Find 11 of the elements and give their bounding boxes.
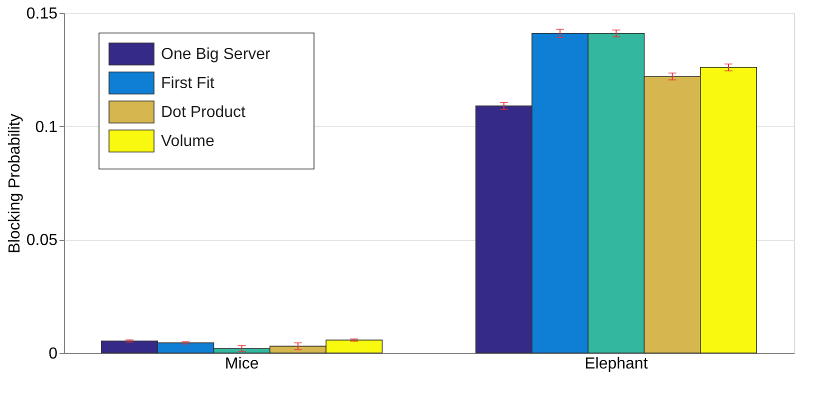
legend-label: First Fit [161, 75, 215, 92]
y-tick-label: 0.1 [35, 118, 58, 136]
legend-label: Dot Product [161, 104, 246, 121]
legend-label: Volume [161, 133, 214, 150]
legend-label: One Big Server [161, 46, 272, 63]
y-tick-label: 0.05 [26, 232, 58, 250]
x-tick-label: Mice [224, 356, 259, 372]
y-tick-label: 0.15 [26, 6, 58, 22]
y-axis-title: Blocking Probability [6, 114, 24, 254]
x-tick-label: Elephant [584, 356, 648, 372]
y-tick-label: 0 [48, 346, 58, 362]
